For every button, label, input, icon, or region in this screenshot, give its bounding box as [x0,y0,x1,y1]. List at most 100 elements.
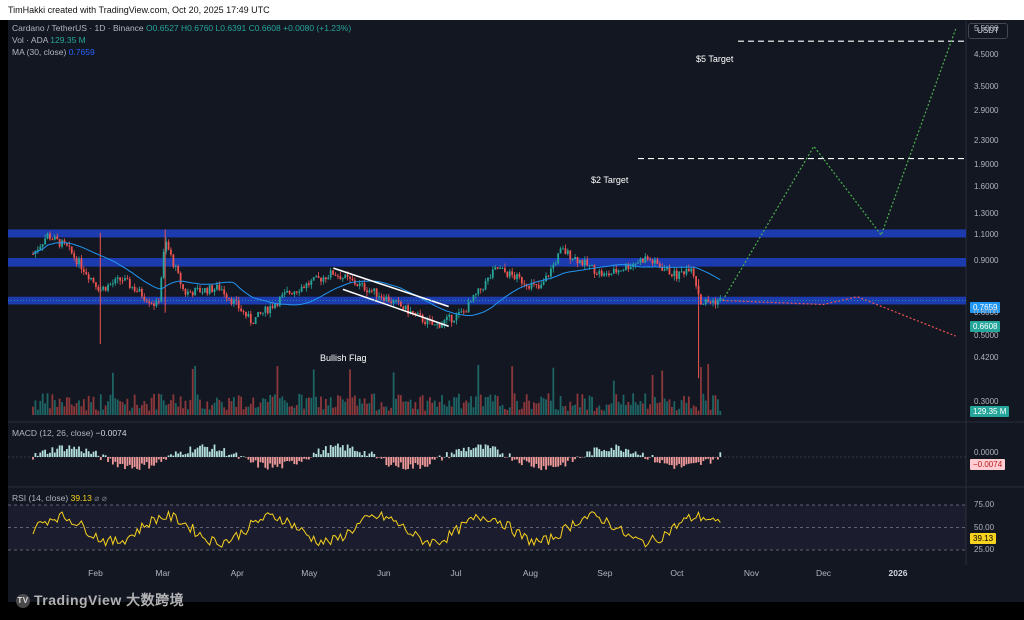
rsi-visibility-icons[interactable]: ⌀ ⌀ [94,493,107,503]
candle-body [119,277,122,281]
candle-body [361,283,364,285]
volume-bar [148,410,151,415]
volume-bar [516,400,518,415]
volume-bar [668,399,671,415]
volume-bar [220,402,223,415]
macd-histogram-bar [392,457,395,463]
volume-bar [87,395,90,415]
volume-bar [632,393,635,415]
macd-histogram-bar [656,457,659,463]
ma-value: 0.7659 [68,47,95,57]
macd-histogram-bar [484,444,487,457]
volume-bar [663,398,666,415]
macd-histogram-bar [719,452,722,457]
volume-bar [576,393,579,415]
macd-histogram-bar [622,451,625,457]
volume-bar [114,398,117,415]
macd-histogram-bar [458,448,460,457]
volume-bar [581,394,584,415]
volume-bar [571,405,574,415]
volume-bar [612,380,615,415]
volume-bar [683,395,685,415]
macd-histogram-bar [143,457,146,465]
macd-histogram-bar [663,457,666,464]
macd-histogram-bar [455,449,458,457]
price-chart-canvas[interactable] [8,20,1024,602]
rsi-axis-tick: 75.00 [974,500,995,509]
chart-panel[interactable]: Cardano / TetherUS · 1D · Binance O0.652… [8,20,1024,602]
volume-bar [579,407,581,415]
volume-bar [450,406,453,415]
volume-bar [608,404,610,415]
volume-bar [51,394,54,415]
candle-body [465,311,468,313]
volume-bar [496,396,499,415]
volume-value: 129.35 M [50,35,86,45]
macd-histogram-bar [608,451,610,457]
volume-bar [368,402,371,415]
volume-bar [109,394,112,415]
volume-bar [264,399,267,415]
macd-histogram-bar [603,449,606,457]
macd-histogram-bar [564,457,567,467]
volume-bar [448,400,451,415]
macd-histogram-bar [288,457,291,462]
volume-bar [680,400,683,415]
macd-histogram-bar [262,457,264,463]
price-axis-tick: 0.4200 [974,353,999,363]
volume-bar [395,398,397,415]
macd-histogram-bar [375,457,378,459]
candle-body [70,246,73,254]
macd-histogram-bar [87,451,90,457]
candle-body [252,323,255,325]
macd-histogram-bar [252,457,255,463]
candle-body [283,292,286,295]
volume-bar [712,395,714,415]
candle-body [63,240,66,243]
candle-body [124,278,126,281]
macd-histogram-bar [615,444,618,457]
volume-bar [332,407,334,415]
candle-body [436,323,439,325]
candle-body [293,291,296,295]
macd-histogram-bar [433,457,436,460]
currency-button[interactable]: USDT [968,23,1008,39]
candle-body [600,270,603,276]
candle-body [51,239,54,241]
candle-body [564,248,567,254]
volume-bar [482,406,485,415]
volume-bar [487,397,489,415]
candle-body [182,284,184,290]
macd-histogram-bar [702,457,705,462]
candle-body [73,253,76,258]
volume-bar [206,401,209,415]
candle-body [378,296,380,298]
candle-body [148,301,151,304]
candle-body [329,270,332,278]
macd-histogram-bar [148,457,151,469]
macd-histogram-bar [266,457,269,470]
macd-histogram-bar [695,457,697,463]
candle-body [622,269,625,271]
macd-histogram-bar [566,457,569,461]
macd-histogram-bar [574,457,576,460]
candle-body [450,314,453,323]
macd-histogram-bar [225,455,228,457]
macd-histogram-bar [438,455,441,457]
candle-body [346,274,349,277]
time-axis-tick: Sep [597,568,613,578]
macd-histogram-bar [535,457,538,464]
candle-body [634,263,637,265]
volume-bar [186,409,189,415]
volume-bar [305,398,308,415]
volume-bar [518,409,521,415]
candle-body [639,258,642,263]
volume-bar [145,403,148,415]
macd-histogram-bar [600,451,603,457]
volume-bar [465,400,468,415]
volume-bar [153,393,155,415]
rsi-axis-tick: 50.00 [974,522,995,532]
macd-histogram-bar [491,446,494,457]
volume-bar [97,410,100,415]
macd-histogram-bar [670,457,673,466]
